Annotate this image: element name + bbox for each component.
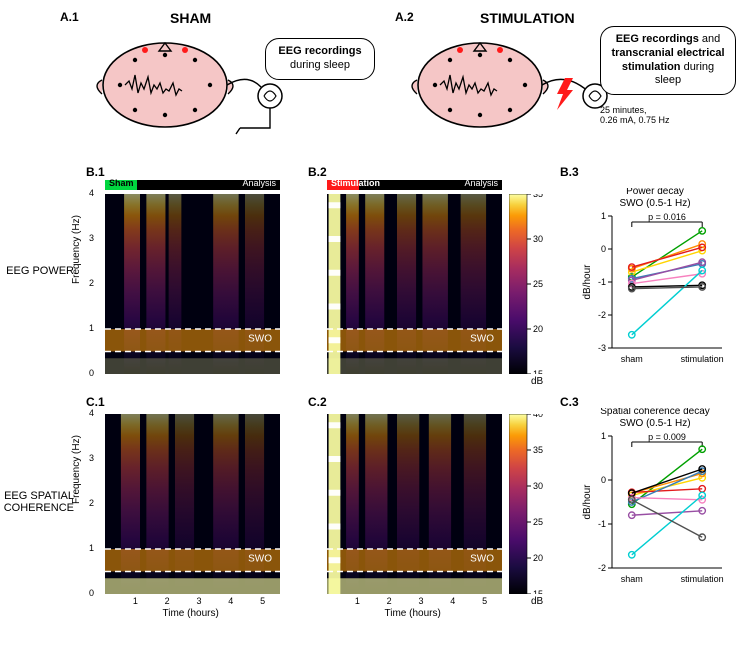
row-label-power: EEG POWER <box>0 265 74 277</box>
svg-text:40: 40 <box>533 414 543 419</box>
col-stim: STIMULATION <box>480 10 575 26</box>
svg-text:30: 30 <box>533 481 543 491</box>
svg-text:20: 20 <box>533 324 543 334</box>
svg-text:stimulation: stimulation <box>681 574 724 584</box>
label-b3: B.3 <box>560 165 579 179</box>
svg-text:-2: -2 <box>598 310 606 320</box>
minibar-b1: Sham Analysis <box>105 180 280 190</box>
spectrogram-b1: SWO01234Frequency (Hz) <box>105 194 280 374</box>
svg-text:sham: sham <box>621 354 643 364</box>
svg-text:15: 15 <box>533 589 543 594</box>
head-stim <box>405 30 620 153</box>
colorbar-b: 1520253035dB <box>509 194 557 377</box>
svg-text:SWO: SWO <box>470 554 494 565</box>
spectrogram-b2: SWO <box>327 194 502 374</box>
minibar-b2: Stimulation Analysis <box>327 180 502 190</box>
svg-text:1: 1 <box>601 431 606 441</box>
svg-text:p = 0.009: p = 0.009 <box>648 432 686 442</box>
svg-text:SWO: SWO <box>470 334 494 345</box>
spectrogram-c2: SWO12345Time (hours) <box>327 414 502 594</box>
svg-text:25: 25 <box>533 517 543 527</box>
svg-text:0: 0 <box>601 475 606 485</box>
label-a2: A.2 <box>395 10 414 24</box>
analysis-tag: Analysis <box>464 178 498 188</box>
svg-text:SWO: SWO <box>248 554 272 565</box>
svg-text:-1: -1 <box>598 519 606 529</box>
svg-text:SWO: SWO <box>248 334 272 345</box>
row-label-coh: EEG SPATIAL COHERENCE <box>0 490 74 514</box>
svg-text:1: 1 <box>601 211 606 221</box>
svg-text:15: 15 <box>533 369 543 374</box>
svg-text:SWO (0.5-1 Hz): SWO (0.5-1 Hz) <box>619 418 690 429</box>
sham-tag: Sham <box>109 178 134 188</box>
callout-sham: EEG recordingsduring sleep <box>265 38 375 80</box>
colorbar-c: 152025303540dB <box>509 414 557 597</box>
stim-tag: Stimulation <box>331 178 380 188</box>
svg-text:Spatial coherence decay: Spatial coherence decay <box>600 408 710 417</box>
svg-text:-2: -2 <box>598 563 606 573</box>
svg-text:SWO (0.5-1 Hz): SWO (0.5-1 Hz) <box>619 198 690 209</box>
label-c2: C.2 <box>308 395 327 409</box>
label-b1: B.1 <box>86 165 105 179</box>
label-c1: C.1 <box>86 395 105 409</box>
svg-text:35: 35 <box>533 445 543 455</box>
head-sham <box>90 30 290 143</box>
svg-text:30: 30 <box>533 234 543 244</box>
spectrogram-c1: SWO01234Frequency (Hz)12345Time (hours) <box>105 414 280 594</box>
stim-params: 25 minutes, 0.26 mA, 0.75 Hz <box>600 105 670 125</box>
svg-text:stimulation: stimulation <box>681 354 724 364</box>
label-b2: B.2 <box>308 165 327 179</box>
svg-text:20: 20 <box>533 553 543 563</box>
svg-text:p = 0.016: p = 0.016 <box>648 212 686 222</box>
svg-text:dB/hour: dB/hour <box>582 264 593 300</box>
callout-stim: EEG recordings andtranscranial electrica… <box>600 26 736 95</box>
svg-text:25: 25 <box>533 279 543 289</box>
svg-text:dB/hour: dB/hour <box>582 484 593 520</box>
analysis-tag: Analysis <box>242 178 276 188</box>
svg-text:35: 35 <box>533 194 543 199</box>
svg-text:sham: sham <box>621 574 643 584</box>
svg-text:-3: -3 <box>598 343 606 353</box>
svg-text:-1: -1 <box>598 277 606 287</box>
svg-text:Power decay: Power decay <box>626 188 684 197</box>
lineplot-b3: Power decaySWO (0.5-1 Hz) -3 -2 -1 0 1 dB/hour… <box>580 188 730 371</box>
label-a1: A.1 <box>60 10 79 24</box>
lineplot-c3: Spatial coherence decaySWO (0.5-1 Hz) -2 -… <box>580 408 730 591</box>
label-c3: C.3 <box>560 395 579 409</box>
col-sham: SHAM <box>170 10 211 26</box>
svg-text:0: 0 <box>601 244 606 254</box>
